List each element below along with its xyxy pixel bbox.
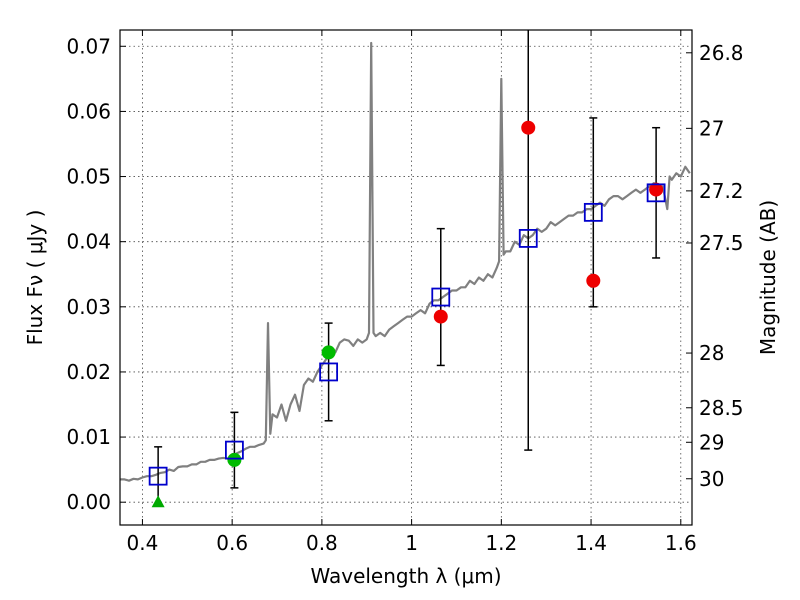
- x-tick-label: 1.4: [575, 531, 607, 555]
- y2-axis-ticks: 26.8 27 27.2 27.5 28 28.5 29 30: [686, 41, 744, 491]
- circle-point: [433, 309, 448, 324]
- square-point: [319, 362, 339, 382]
- square-point: [583, 202, 603, 222]
- y2-tick-label: 28.5: [699, 396, 744, 420]
- model-spectrum: [120, 41, 691, 482]
- y-axis-ticks: 0.00 0.01 0.02 0.03 0.04 0.05 0.06 0.07: [66, 34, 126, 514]
- x-axis-ticks: 0.4 0.6 0.8 1 1.2 1.4 1.6: [127, 30, 697, 555]
- circle-point: [321, 345, 336, 360]
- data-markers: [148, 120, 666, 508]
- grid: [120, 30, 692, 525]
- circle-point: [227, 452, 242, 467]
- x-tick-label: 0.6: [216, 531, 248, 555]
- y2-axis-label: Magnitude (AB): [756, 200, 780, 355]
- square-point: [518, 229, 538, 248]
- circle-point: [586, 273, 601, 288]
- square-point: [646, 183, 666, 203]
- x-tick-label: 1.2: [485, 531, 517, 555]
- spectrum-line: [120, 41, 691, 482]
- y2-tick-label: 30: [699, 467, 724, 491]
- y-tick-label: 0.06: [66, 99, 111, 123]
- x-tick-label: 1.6: [665, 531, 697, 555]
- error-bars: [154, 30, 661, 507]
- square-point: [148, 466, 168, 486]
- y-tick-label: 0.07: [66, 34, 111, 58]
- circle-point: [649, 182, 664, 197]
- x-axis-label: Wavelength λ (μm): [310, 564, 501, 588]
- x-tick-label: 0.8: [306, 531, 338, 555]
- y-tick-label: 0.00: [66, 490, 111, 514]
- y2-tick-label: 27.5: [699, 231, 744, 255]
- y-tick-label: 0.04: [66, 230, 111, 254]
- y2-tick-label: 28: [699, 341, 724, 365]
- x-tick-label: 0.4: [127, 531, 159, 555]
- square-point: [224, 440, 244, 460]
- y-tick-label: 0.02: [66, 360, 111, 384]
- plot-frame: [119, 29, 693, 526]
- y-axis-label: Flux Fν ( μJy ): [23, 210, 47, 346]
- triangle-point: [151, 495, 165, 508]
- circle-point: [521, 120, 536, 135]
- square-point: [431, 287, 451, 307]
- y-tick-label: 0.03: [66, 295, 111, 319]
- y-tick-label: 0.01: [66, 425, 111, 449]
- y2-tick-label: 29: [699, 430, 724, 454]
- y2-tick-label: 26.8: [699, 41, 744, 65]
- y2-tick-label: 27: [699, 116, 724, 140]
- y-tick-label: 0.05: [66, 165, 111, 189]
- x-tick-label: 1: [405, 531, 418, 555]
- y2-tick-label: 27.2: [699, 179, 744, 203]
